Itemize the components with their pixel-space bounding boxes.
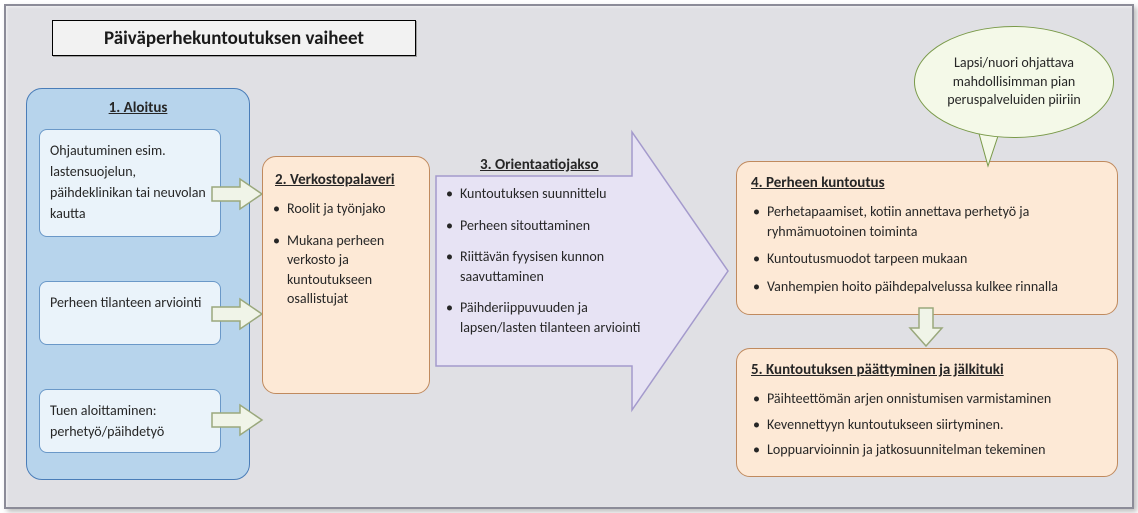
phase-2-title: 2. Verkostopalaveri bbox=[271, 171, 421, 189]
phase-2-container: 2. Verkostopalaveri Roolit ja työnjako M… bbox=[262, 156, 430, 394]
phase-2-bullet: Mukana perheen verkosto ja kuntoutukseen… bbox=[271, 231, 421, 309]
phase-4-bullet: Perhetapaamiset, kotiin annettava perhet… bbox=[751, 202, 1103, 241]
phase-3-bullet: Perheen sitouttaminen bbox=[444, 216, 664, 236]
phase-3-bullet: Päihderiippuvuuden ja lapsen/lasten tila… bbox=[444, 298, 664, 337]
diagram-canvas: Päiväperhekuntoutuksen vaiheet 1. Aloitu… bbox=[4, 4, 1134, 509]
phase-5-bullet: Kevennettyyn kuntoutukseen siirtyminen. bbox=[751, 415, 1103, 435]
phase-3-bullet: Kuntoutuksen suunnittelu bbox=[444, 184, 664, 204]
phase-5-title: 5. Kuntoutuksen päättyminen ja jälkituki bbox=[751, 361, 1103, 379]
phase-1-title: 1. Aloitus bbox=[27, 99, 249, 117]
arrow-p1-3-to-p2 bbox=[210, 402, 264, 438]
arrow-p4-to-p5 bbox=[906, 306, 946, 348]
phase-4-container: 4. Perheen kuntoutus Perhetapaamiset, ko… bbox=[736, 161, 1118, 315]
phase-5-bullet: Päihteettömän arjen onnistumisen varmist… bbox=[751, 389, 1103, 409]
arrow-p1-1-to-p2 bbox=[210, 176, 264, 212]
phase-3-bullet: Riittävän fyysisen kunnon saavuttaminen bbox=[444, 247, 664, 286]
phase-5-bullet: Loppuarvioinnin ja jatkosuunnitelman tek… bbox=[751, 440, 1103, 460]
phase-4-bullet: Vanhempien hoito päihdepalvelussa kulkee… bbox=[751, 277, 1103, 297]
phase-3-list: Kuntoutuksen suunnittelu Perheen sitoutt… bbox=[444, 184, 664, 338]
phase-1-card-3: Tuen aloittaminen: perhetyö/päihdetyö bbox=[39, 389, 221, 453]
phase-3-container: 3. Orientaatiojakso Kuntoutuksen suunnit… bbox=[444, 156, 664, 350]
phase-4-list: Perhetapaamiset, kotiin annettava perhet… bbox=[751, 202, 1103, 296]
phase-2-list: Roolit ja työnjako Mukana perheen verkos… bbox=[271, 199, 421, 309]
callout-bubble: Lapsi/nuori ohjattava mahdollisimman pia… bbox=[914, 26, 1114, 138]
diagram-title: Päiväperhekuntoutuksen vaiheet bbox=[52, 20, 416, 56]
phase-4-title: 4. Perheen kuntoutus bbox=[751, 174, 1103, 192]
phase-2-bullet: Roolit ja työnjako bbox=[271, 199, 421, 219]
phase-5-container: 5. Kuntoutuksen päättyminen ja jälkituki… bbox=[736, 348, 1118, 477]
phase-1-card-2: Perheen tilanteen arviointi bbox=[39, 281, 221, 345]
phase-5-list: Päihteettömän arjen onnistumisen varmist… bbox=[751, 389, 1103, 460]
phase-1-card-1: Ohjautuminen esim. lastensuojelun, päihd… bbox=[39, 129, 221, 237]
arrow-p1-2-to-p2 bbox=[210, 296, 264, 332]
phase-4-bullet: Kuntoutusmuodot tarpeen mukaan bbox=[751, 249, 1103, 269]
phase-3-title: 3. Orientaatiojakso bbox=[444, 156, 664, 174]
